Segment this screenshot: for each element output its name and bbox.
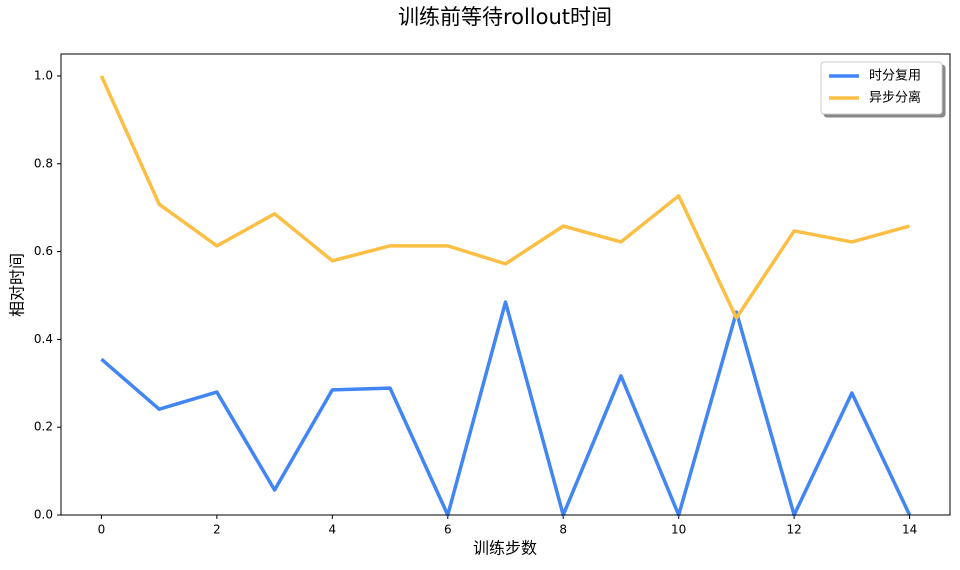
- y-tick-label: 0.8: [34, 156, 53, 170]
- x-tick-label: 8: [559, 523, 567, 537]
- plot-frame: [60, 53, 951, 516]
- x-tick-label: 2: [213, 523, 221, 537]
- line: [100, 300, 912, 517]
- y-axis-label: 相对时间: [8, 253, 27, 317]
- chart-title: 训练前等待rollout时间: [398, 5, 612, 29]
- x-tick-label: 12: [786, 523, 801, 537]
- legend-label: 时分复用: [869, 69, 921, 84]
- x-tick-label: 6: [444, 523, 452, 537]
- x-axis-label: 训练步数: [473, 539, 537, 558]
- y-tick-label: 0.0: [34, 508, 53, 522]
- y-tick-label: 1.0: [34, 68, 53, 82]
- x-tick-label: 4: [328, 523, 336, 537]
- line: [99, 75, 911, 320]
- y-tick-label: 0.2: [34, 420, 53, 434]
- x-tick-label: 14: [902, 523, 917, 537]
- x-tick-label: 0: [98, 523, 106, 537]
- legend-label: 异步分离: [869, 90, 921, 106]
- y-tick-label: 0.6: [34, 244, 53, 258]
- x-tick-label: 10: [671, 523, 686, 537]
- y-tick-label: 0.4: [34, 332, 53, 346]
